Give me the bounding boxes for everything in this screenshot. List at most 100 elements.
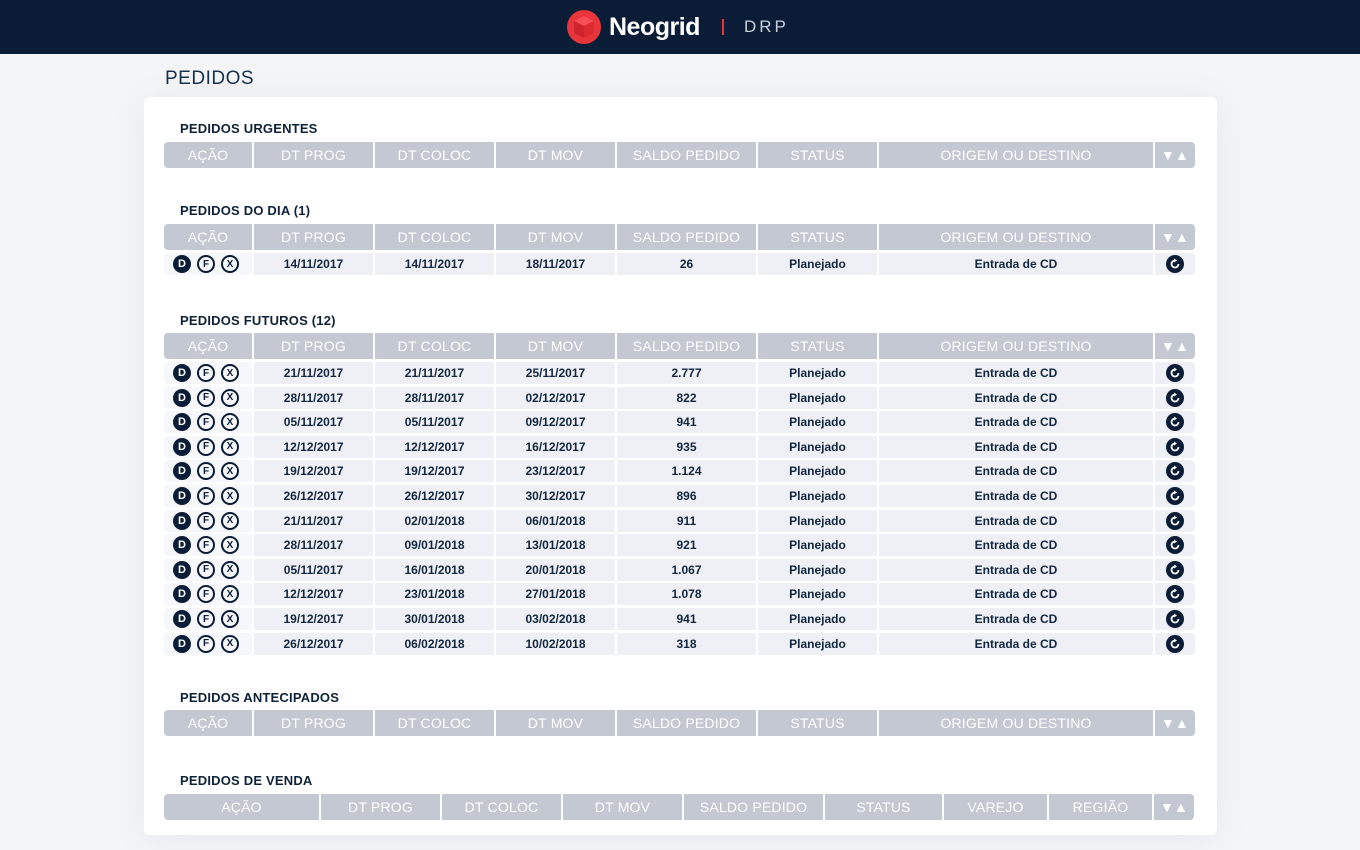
column-header-status[interactable]: STATUS (758, 142, 877, 168)
x-action-button[interactable]: X (221, 560, 239, 579)
column-header-origem-ou-destino[interactable]: ORIGEM OU DESTINO (879, 710, 1153, 736)
column-header-dt-mov[interactable]: DT MOV (563, 794, 682, 820)
table-row: D F X 12/12/2017 23/01/2018 27/01/2018 1.078 Pl… (164, 583, 1197, 606)
f-action-button[interactable]: F (197, 388, 215, 407)
refresh-icon[interactable] (1166, 560, 1184, 579)
refresh-icon[interactable] (1166, 634, 1184, 653)
brand[interactable]: Neogrid DRP (566, 9, 789, 45)
d-action-button[interactable]: D (173, 511, 191, 530)
d-action-button[interactable]: D (173, 610, 191, 628)
x-action-button[interactable]: X (221, 462, 239, 481)
refresh-icon[interactable] (1166, 511, 1184, 530)
column-header-saldo-pedido[interactable]: SALDO PEDIDO (617, 710, 756, 736)
f-action-button[interactable]: F (197, 511, 215, 530)
x-action-button[interactable]: X (221, 487, 239, 505)
column-header-dt-mov[interactable]: DT MOV (496, 224, 615, 250)
f-action-button[interactable]: F (197, 255, 215, 273)
refresh-icon[interactable] (1166, 437, 1184, 456)
x-action-button[interactable]: X (221, 610, 239, 628)
column-header-origem-ou-destino[interactable]: ORIGEM OU DESTINO (879, 224, 1153, 250)
f-action-button[interactable]: F (197, 437, 215, 456)
column-header-dt-prog[interactable]: DT PROG (254, 710, 373, 736)
column-header-dt-prog[interactable]: DT PROG (321, 794, 440, 820)
f-action-button[interactable]: F (197, 585, 215, 604)
x-action-button[interactable]: X (221, 437, 239, 456)
column-header-saldo-pedido[interactable]: SALDO PEDIDO (617, 142, 756, 168)
d-action-button[interactable]: D (173, 487, 191, 505)
refresh-icon[interactable] (1166, 536, 1184, 555)
d-action-button[interactable]: D (173, 560, 191, 579)
f-action-button[interactable]: F (197, 462, 215, 481)
f-action-button[interactable]: F (197, 364, 215, 382)
refresh-icon[interactable] (1166, 487, 1184, 505)
sort-toggle-icon[interactable]: ▼▲ (1154, 794, 1194, 820)
column-header-status[interactable]: STATUS (758, 333, 877, 359)
x-action-button[interactable]: X (221, 536, 239, 555)
column-header-acao[interactable]: AÇÃO (164, 142, 252, 168)
column-header-varejo[interactable]: VAREJO (944, 794, 1047, 820)
column-header-acao[interactable]: AÇÃO (164, 333, 252, 359)
refresh-icon[interactable] (1166, 610, 1184, 628)
column-header-acao[interactable]: AÇÃO (164, 224, 252, 250)
column-header-status[interactable]: STATUS (758, 710, 877, 736)
column-header-dt-mov[interactable]: DT MOV (496, 333, 615, 359)
column-header-dt-coloc[interactable]: DT COLOC (442, 794, 561, 820)
d-action-button[interactable]: D (173, 536, 191, 555)
column-header-dt-coloc[interactable]: DT COLOC (375, 710, 494, 736)
f-action-button[interactable]: F (197, 610, 215, 628)
column-header-status[interactable]: STATUS (758, 224, 877, 250)
refresh-icon[interactable] (1166, 585, 1184, 604)
column-header-origem-ou-destino[interactable]: ORIGEM OU DESTINO (879, 142, 1153, 168)
d-action-button[interactable]: D (173, 585, 191, 604)
refresh-icon[interactable] (1166, 413, 1184, 432)
column-header-status[interactable]: STATUS (825, 794, 942, 820)
f-action-button[interactable]: F (197, 560, 215, 579)
column-header-dt-coloc[interactable]: DT COLOC (375, 224, 494, 250)
column-header-dt-mov[interactable]: DT MOV (496, 710, 615, 736)
x-action-button[interactable]: X (221, 388, 239, 407)
d-action-button[interactable]: D (173, 388, 191, 407)
column-header-dt-mov[interactable]: DT MOV (496, 142, 615, 168)
x-action-button[interactable]: X (221, 364, 239, 382)
d-action-button[interactable]: D (173, 413, 191, 432)
f-action-button[interactable]: F (197, 413, 215, 432)
sort-toggle-icon[interactable]: ▼▲ (1155, 710, 1195, 736)
sort-toggle-icon[interactable]: ▼▲ (1155, 142, 1195, 168)
column-header-dt-prog[interactable]: DT PROG (254, 142, 373, 168)
refresh-icon[interactable] (1166, 255, 1184, 273)
origem-destino-cell: Entrada de CD (879, 411, 1153, 434)
x-action-button[interactable]: X (221, 585, 239, 604)
column-header-regiao[interactable]: REGIÃO (1049, 794, 1152, 820)
column-header-saldo-pedido[interactable]: SALDO PEDIDO (617, 333, 756, 359)
refresh-icon[interactable] (1166, 388, 1184, 407)
column-header-acao[interactable]: AÇÃO (164, 710, 252, 736)
column-header-saldo-pedido[interactable]: SALDO PEDIDO (617, 224, 756, 250)
sort-toggle-icon[interactable]: ▼▲ (1155, 333, 1195, 359)
sort-toggle-icon[interactable]: ▼▲ (1155, 224, 1195, 250)
x-action-button[interactable]: X (221, 413, 239, 432)
refresh-icon[interactable] (1166, 364, 1184, 382)
d-action-button[interactable]: D (173, 634, 191, 653)
column-header-dt-coloc[interactable]: DT COLOC (375, 142, 494, 168)
refresh-icon[interactable] (1166, 462, 1184, 481)
x-action-button[interactable]: X (221, 255, 239, 273)
d-action-button[interactable]: D (173, 437, 191, 456)
origem-destino-cell: Entrada de CD (879, 362, 1153, 384)
f-action-button[interactable]: F (197, 634, 215, 653)
column-header-dt-prog[interactable]: DT PROG (254, 224, 373, 250)
column-header-dt-prog[interactable]: DT PROG (254, 333, 373, 359)
column-header-dt-coloc[interactable]: DT COLOC (375, 333, 494, 359)
dt-mov-cell: 20/01/2018 (496, 558, 615, 581)
origem-destino-cell: Entrada de CD (879, 558, 1153, 581)
d-action-button[interactable]: D (173, 364, 191, 382)
f-action-button[interactable]: F (197, 487, 215, 505)
page-title: PEDIDOS (165, 68, 255, 89)
x-action-button[interactable]: X (221, 634, 239, 653)
column-header-origem-ou-destino[interactable]: ORIGEM OU DESTINO (879, 333, 1153, 359)
x-action-button[interactable]: X (221, 511, 239, 530)
d-action-button[interactable]: D (173, 255, 191, 273)
f-action-button[interactable]: F (197, 536, 215, 555)
column-header-acao[interactable]: AÇÃO (164, 794, 319, 820)
d-action-button[interactable]: D (173, 462, 191, 481)
column-header-saldo-pedido[interactable]: SALDO PEDIDO (684, 794, 823, 820)
